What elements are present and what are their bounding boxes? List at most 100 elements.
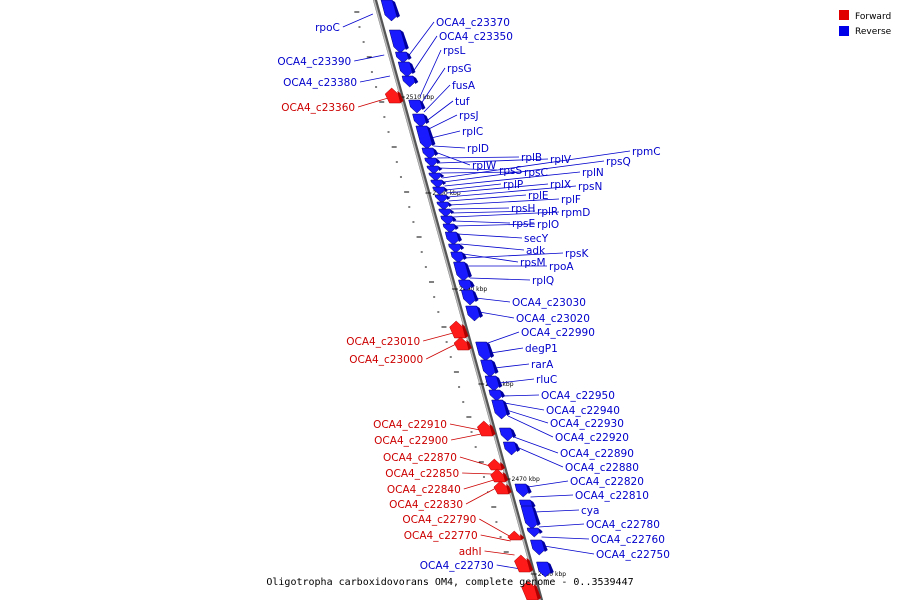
gene-label-right[interactable]: OCA4_c22810 — [575, 490, 649, 502]
gene-label-right[interactable]: OCA4_c23370 — [436, 17, 510, 29]
gene-label-right[interactable]: cya — [581, 505, 599, 517]
reverse-gene-block[interactable] — [408, 99, 424, 114]
gene-label-left[interactable]: OCA4_c22730 — [420, 560, 494, 572]
gene-label-right[interactable]: rpsH — [511, 203, 535, 215]
gene-label-right[interactable]: OCA4_c22760 — [591, 534, 665, 546]
gene-label-right[interactable]: rplP — [503, 179, 523, 191]
reverse-gene-block[interactable] — [430, 179, 445, 189]
gene-label-right[interactable]: fusA — [452, 80, 476, 92]
gene-label-right[interactable]: OCA4_c22940 — [546, 405, 620, 417]
reverse-gene-block[interactable] — [530, 539, 547, 556]
gene-label-left[interactable]: OCA4_c23390 — [277, 56, 351, 68]
gene-label-right[interactable]: tuf — [455, 96, 470, 108]
gene-label-right[interactable]: rpsC — [524, 167, 548, 179]
gene-label-right[interactable]: rplN — [582, 167, 604, 179]
gene-label-right[interactable]: OCA4_c22880 — [565, 462, 639, 474]
gene-label-right[interactable]: rpsE — [512, 218, 535, 230]
gene-label-right[interactable]: rpsK — [565, 248, 589, 260]
reverse-gene-block[interactable] — [432, 186, 447, 196]
gene-label-right[interactable]: rpsM — [520, 257, 546, 269]
forward-gene-block[interactable] — [384, 87, 401, 104]
gene-label-right[interactable]: OCA4_c22820 — [570, 476, 644, 488]
gene-label-left[interactable]: OCA4_c22840 — [387, 484, 461, 496]
reverse-gene-block[interactable] — [465, 305, 482, 322]
gene-label-right[interactable]: rarA — [531, 359, 554, 371]
gene-label-left[interactable]: OCA4_c22790 — [402, 514, 476, 526]
reverse-gene-block[interactable] — [536, 561, 553, 578]
gene-labels[interactable]: rpoC OCA4_c23390 OCA4_c23380 OCA4_c23360 OCA… — [277, 17, 670, 572]
reverse-gene-block[interactable] — [424, 157, 439, 168]
gene-label-left[interactable]: OCA4_c23000 — [349, 354, 423, 366]
reverse-gene-block[interactable] — [438, 208, 453, 218]
gene-label-right[interactable]: OCA4_c22750 — [596, 549, 670, 561]
reverse-gene-block[interactable] — [395, 51, 410, 64]
gene-label-right[interactable]: rpsQ — [606, 156, 631, 168]
gene-label-right[interactable]: rpsN — [578, 181, 602, 193]
reverse-gene-block[interactable] — [444, 231, 461, 246]
gene-label-left[interactable]: OCA4_c22850 — [385, 468, 459, 480]
reverse-gene-block[interactable] — [458, 279, 474, 292]
gene-label-right[interactable]: rpmD — [561, 207, 590, 219]
reverse-gene-block[interactable] — [426, 165, 441, 175]
reverse-gene-block[interactable] — [448, 243, 463, 254]
gene-label-right[interactable]: rplD — [467, 143, 489, 155]
gene-label-right[interactable]: rplB — [521, 152, 542, 164]
gene-label-right[interactable]: OCA4_c23020 — [516, 313, 590, 325]
gene-label-right[interactable]: rluC — [536, 374, 557, 386]
gene-label-left[interactable]: rpoC — [315, 22, 340, 34]
gene-label-right[interactable]: rpsG — [447, 63, 472, 75]
gene-label-right[interactable]: rpsS — [499, 165, 522, 177]
reverse-gene-block[interactable] — [526, 527, 542, 538]
reverse-gene-block[interactable] — [484, 375, 501, 392]
reverse-gene-block[interactable] — [421, 147, 437, 160]
gene-label-right[interactable]: rpsL — [443, 45, 465, 57]
forward-gene-block[interactable] — [487, 458, 503, 471]
gene-label-left[interactable]: OCA4_c23380 — [283, 77, 357, 89]
gene-label-right[interactable]: rplV — [550, 154, 572, 166]
gene-label-right[interactable]: rplX — [550, 179, 571, 191]
gene-label-right[interactable]: rplO — [537, 219, 559, 231]
gene-label-right[interactable]: OCA4_c22890 — [560, 448, 634, 460]
gene-label-right[interactable]: rpsJ — [459, 110, 479, 122]
gene-label-right[interactable]: rplE — [528, 190, 549, 202]
reverse-gene-block[interactable] — [397, 61, 414, 78]
gene-label-right[interactable]: rpoA — [549, 261, 574, 273]
reverse-gene-block[interactable] — [412, 113, 428, 128]
reverse-gene-block[interactable] — [436, 201, 451, 211]
gene-label-right[interactable]: rplR — [537, 206, 558, 218]
gene-label-right[interactable]: OCA4_c22920 — [555, 432, 629, 444]
reverse-gene-block[interactable] — [442, 223, 457, 234]
reverse-gene-block[interactable] — [499, 427, 515, 442]
reverse-gene-block[interactable] — [488, 389, 504, 402]
reverse-gene-block[interactable] — [502, 441, 519, 456]
forward-gene-block[interactable] — [477, 420, 493, 437]
gene-label-right[interactable]: OCA4_c22950 — [541, 390, 615, 402]
reverse-gene-block[interactable] — [401, 75, 417, 88]
reverse-gene-block[interactable] — [434, 194, 449, 204]
gene-label-right[interactable]: degP1 — [525, 343, 558, 355]
gene-label-left[interactable]: OCA4_c23360 — [281, 102, 355, 114]
forward-gene-block[interactable] — [493, 480, 509, 495]
gene-label-right[interactable]: rplF — [561, 194, 581, 206]
gene-label-right[interactable]: adk — [526, 245, 546, 257]
forward-gene-block[interactable] — [507, 530, 522, 541]
gene-label-right[interactable]: OCA4_c23350 — [439, 31, 513, 43]
gene-label-right[interactable]: secY — [524, 233, 549, 245]
gene-label-left[interactable]: OCA4_c22770 — [404, 530, 478, 542]
gene-label-right[interactable]: rplW — [472, 160, 497, 172]
gene-label-left[interactable]: OCA4_c22870 — [383, 452, 457, 464]
reverse-gene-block[interactable] — [450, 251, 466, 264]
reverse-gene-block[interactable] — [514, 483, 530, 498]
gene-label-right[interactable]: OCA4_c22780 — [586, 519, 660, 531]
reverse-gene-block[interactable] — [460, 289, 477, 306]
reverse-gene-block[interactable] — [428, 172, 443, 182]
gene-label-right[interactable]: OCA4_c22990 — [521, 327, 595, 339]
gene-label-left[interactable]: OCA4_c22830 — [389, 499, 463, 511]
gene-label-right[interactable]: OCA4_c22930 — [550, 418, 624, 430]
gene-label-right[interactable]: rpmC — [632, 146, 661, 158]
gene-label-left[interactable]: OCA4_c22910 — [373, 419, 447, 431]
reverse-gene-block[interactable] — [480, 359, 497, 378]
gene-label-right[interactable]: OCA4_c23030 — [512, 297, 586, 309]
gene-label-right[interactable]: rplQ — [532, 275, 554, 287]
gene-label-left[interactable]: adhI — [459, 546, 482, 558]
